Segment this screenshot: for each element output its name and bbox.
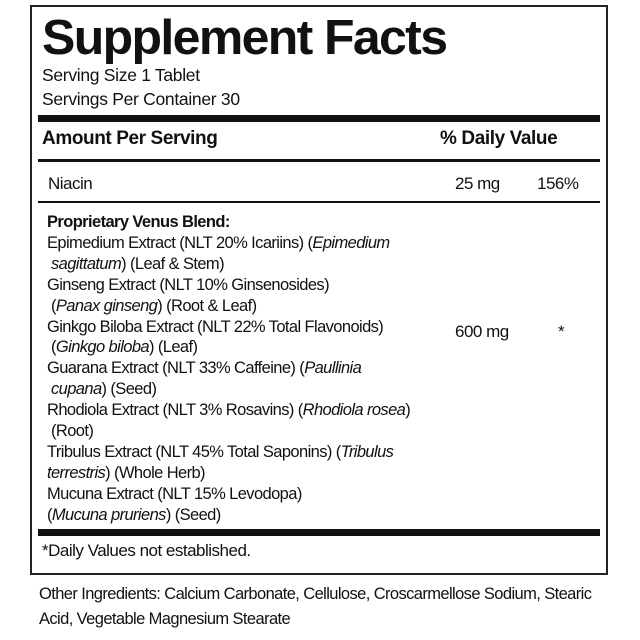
niacin-name: Niacin	[48, 174, 93, 193]
blend-ingredient-line: Mucuna Extract (NLT 15% Levodopa)	[47, 484, 410, 505]
blend-amount: 600 mg	[455, 322, 509, 341]
niacin-dv: 156%	[537, 174, 579, 193]
blend-ingredient-line: (Mucuna pruriens) (Seed)	[47, 505, 410, 526]
divider	[38, 159, 600, 162]
latin-name: Epimedium	[312, 233, 390, 252]
blend-ingredient-line: (Panax ginseng) (Root & Leaf)	[47, 296, 410, 317]
other-ingredients: Other Ingredients: Calcium Carbonate, Ce…	[39, 585, 592, 628]
latin-name: Tribulus	[340, 442, 394, 461]
divider	[38, 201, 600, 203]
thick-divider	[38, 529, 600, 536]
ingredient-text: Ginseng Extract (NLT 10% Ginsenosides)	[47, 275, 330, 294]
ingredient-text: (	[47, 505, 52, 524]
ingredient-text: ) (Leaf)	[149, 338, 198, 357]
supplement-facts-panel: Supplement Facts Serving Size 1 Tablet S…	[30, 5, 608, 575]
ingredient-text: Epimedium Extract (NLT 20% Icariins) (	[47, 233, 313, 252]
ingredient-text: ) (Seed)	[165, 505, 221, 524]
ingredient-text: ) (Seed)	[101, 380, 157, 399]
latin-name: Mucuna pruriens	[51, 505, 167, 524]
blend-ingredient-line: Epimedium Extract (NLT 20% Icariins) (Ep…	[47, 233, 410, 254]
daily-value-header: % Daily Value	[440, 128, 558, 149]
ingredient-text: Guarana Extract (NLT 33% Caffeine) (	[47, 359, 305, 378]
blend-ingredient-line: Guarana Extract (NLT 33% Caffeine) (Paul…	[47, 358, 410, 379]
latin-name: Panax ginseng	[55, 296, 158, 315]
ingredient-text: ) (Root & Leaf)	[157, 296, 257, 315]
ingredient-text: (Root)	[47, 422, 94, 441]
blend-ingredient-line: Ginseng Extract (NLT 10% Ginsenosides)	[47, 275, 410, 296]
ingredient-text: ) (Leaf & Stem)	[121, 254, 224, 273]
panel-title: Supplement Facts	[42, 11, 448, 65]
ingredient-text: ) (Whole Herb)	[105, 463, 205, 482]
blend-ingredient-line: (Ginkgo biloba) (Leaf)	[47, 337, 410, 358]
latin-name: Rhodiola rosea	[302, 401, 406, 420]
blend-ingredient-line: Ginkgo Biloba Extract (NLT 22% Total Fla…	[47, 317, 410, 338]
ingredient-text: Mucuna Extract (NLT 15% Levodopa)	[47, 484, 302, 503]
blend-ingredient-line: cupana) (Seed)	[47, 379, 410, 400]
blend-ingredient-line: Rhodiola Extract (NLT 3% Rosavins) (Rhod…	[47, 400, 411, 421]
servings-per-container: Servings Per Container 30	[42, 89, 240, 109]
ingredient-text: Proprietary Venus Blend:	[47, 213, 230, 231]
blend-ingredient-line: (Root)	[47, 421, 410, 442]
latin-name: sagittatum	[47, 254, 122, 273]
thick-divider	[38, 115, 600, 122]
ingredient-text: )	[405, 401, 411, 420]
ingredient-text: (	[47, 296, 57, 315]
ingredient-text: (	[47, 338, 57, 357]
latin-name: cupana	[47, 380, 102, 399]
niacin-amount: 25 mg	[455, 174, 500, 193]
amount-per-serving-header: Amount Per Serving	[42, 128, 218, 149]
ingredient-text: Tribulus Extract (NLT 45% Total Saponins…	[47, 442, 341, 461]
blend-ingredient-line: terrestris) (Whole Herb)	[47, 463, 410, 484]
latin-name: terrestris	[47, 463, 106, 482]
ingredient-text: Ginkgo Biloba Extract (NLT 22% Total Fla…	[47, 317, 384, 336]
serving-size: Serving Size 1 Tablet	[42, 65, 200, 85]
blend-title: Proprietary Venus Blend:	[47, 212, 410, 233]
latin-name: Paullinia	[304, 359, 362, 378]
ingredient-text: Rhodiola Extract (NLT 3% Rosavins) (	[47, 401, 303, 420]
blend-dv: *	[558, 322, 565, 341]
footnote: *Daily Values not established.	[42, 541, 251, 560]
proprietary-blend: Proprietary Venus Blend: Epimedium Extrac…	[47, 212, 411, 526]
blend-ingredient-line: Tribulus Extract (NLT 45% Total Saponins…	[47, 442, 410, 463]
blend-ingredient-line: sagittatum) (Leaf & Stem)	[47, 254, 410, 275]
latin-name: Ginkgo biloba	[55, 338, 150, 357]
